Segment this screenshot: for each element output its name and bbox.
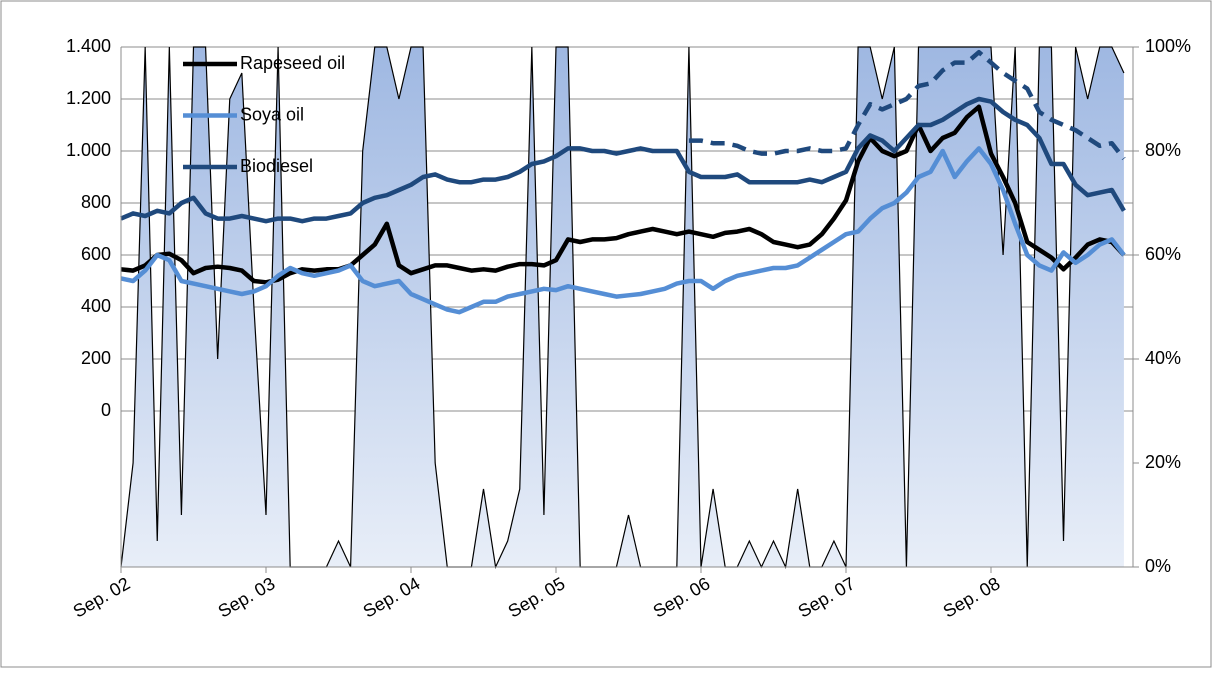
area (121, 47, 1124, 567)
legend-label: Soya oil (240, 104, 304, 124)
line (120, 96, 1126, 224)
y-tick-label: 800 (81, 192, 111, 212)
line (120, 146, 1126, 315)
y2-tick-label: 0% (1145, 556, 1171, 576)
y-tick-label: 1.400 (66, 36, 111, 56)
y-tick-label: 1.200 (66, 88, 111, 108)
y-tick-label: 0 (101, 400, 111, 420)
line (120, 104, 1126, 285)
legend-label: Biodiesel (240, 156, 313, 176)
y-tick-label: 600 (81, 244, 111, 264)
y2-tick-label: 20% (1145, 452, 1181, 472)
y-tick-label: 200 (81, 348, 111, 368)
y2-tick-label: 100% (1145, 36, 1191, 56)
area-outline (120, 46, 1125, 570)
y2-tick-label: 40% (1145, 348, 1181, 368)
y2-tick-label: 60% (1145, 244, 1181, 264)
dashed-line (688, 49, 1126, 161)
y-tick-label: 1.000 (66, 140, 111, 160)
y2-tick-label: 80% (1145, 140, 1181, 160)
y-tick-label: 400 (81, 296, 111, 316)
legend-label: Rapeseed oil (240, 53, 345, 73)
